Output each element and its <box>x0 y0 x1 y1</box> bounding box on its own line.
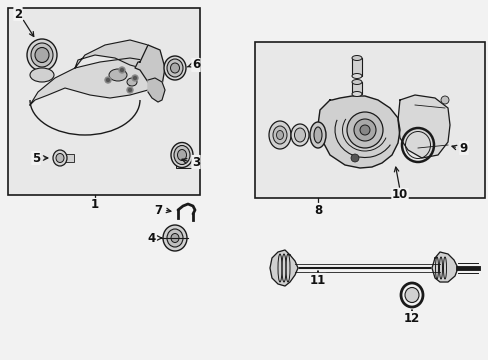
Polygon shape <box>431 252 457 282</box>
Ellipse shape <box>171 234 179 243</box>
Text: 1: 1 <box>91 198 99 211</box>
Ellipse shape <box>404 288 418 302</box>
Ellipse shape <box>27 39 57 71</box>
Polygon shape <box>135 45 164 90</box>
Polygon shape <box>30 58 164 105</box>
Polygon shape <box>75 40 155 70</box>
Circle shape <box>127 87 133 93</box>
Ellipse shape <box>351 91 361 96</box>
Ellipse shape <box>268 121 290 149</box>
Circle shape <box>359 125 369 135</box>
Bar <box>62 154 74 162</box>
Ellipse shape <box>167 229 183 247</box>
Text: 2: 2 <box>14 8 22 21</box>
Circle shape <box>350 154 358 162</box>
Text: 4: 4 <box>147 231 156 244</box>
Bar <box>351 82 361 94</box>
Text: 6: 6 <box>191 58 200 72</box>
Polygon shape <box>269 250 297 286</box>
Ellipse shape <box>56 153 64 162</box>
Bar <box>351 58 361 76</box>
Ellipse shape <box>177 149 186 161</box>
Ellipse shape <box>309 122 325 148</box>
Bar <box>176 158 196 168</box>
Ellipse shape <box>351 73 361 78</box>
Ellipse shape <box>351 55 361 60</box>
Polygon shape <box>317 96 399 168</box>
Ellipse shape <box>170 63 179 73</box>
Circle shape <box>120 68 123 72</box>
Bar <box>254 42 484 198</box>
Ellipse shape <box>30 68 54 82</box>
Ellipse shape <box>174 145 190 165</box>
Ellipse shape <box>276 130 283 139</box>
Circle shape <box>133 77 136 80</box>
Text: 7: 7 <box>154 203 162 216</box>
Ellipse shape <box>351 80 361 85</box>
Text: 12: 12 <box>403 311 419 324</box>
Ellipse shape <box>163 56 185 80</box>
Text: 3: 3 <box>192 156 200 168</box>
Circle shape <box>105 77 111 83</box>
Ellipse shape <box>53 150 67 166</box>
Ellipse shape <box>31 43 53 67</box>
Bar <box>8 8 200 195</box>
Circle shape <box>346 112 382 148</box>
Ellipse shape <box>127 78 137 86</box>
Ellipse shape <box>35 48 49 63</box>
Text: 11: 11 <box>309 274 325 287</box>
Circle shape <box>353 119 375 141</box>
Ellipse shape <box>109 69 127 81</box>
Text: 8: 8 <box>313 203 322 216</box>
Circle shape <box>440 96 448 104</box>
Polygon shape <box>397 95 449 158</box>
Text: 5: 5 <box>32 152 40 165</box>
Circle shape <box>106 78 109 81</box>
Ellipse shape <box>163 225 186 251</box>
Ellipse shape <box>313 127 321 143</box>
Polygon shape <box>148 78 164 102</box>
Circle shape <box>132 75 138 81</box>
Text: 10: 10 <box>391 189 407 202</box>
Ellipse shape <box>167 59 183 77</box>
Ellipse shape <box>272 126 286 144</box>
Text: 9: 9 <box>459 141 467 154</box>
Ellipse shape <box>294 128 305 142</box>
Ellipse shape <box>290 124 308 146</box>
Circle shape <box>119 67 125 73</box>
Circle shape <box>128 89 131 91</box>
Ellipse shape <box>171 143 193 167</box>
